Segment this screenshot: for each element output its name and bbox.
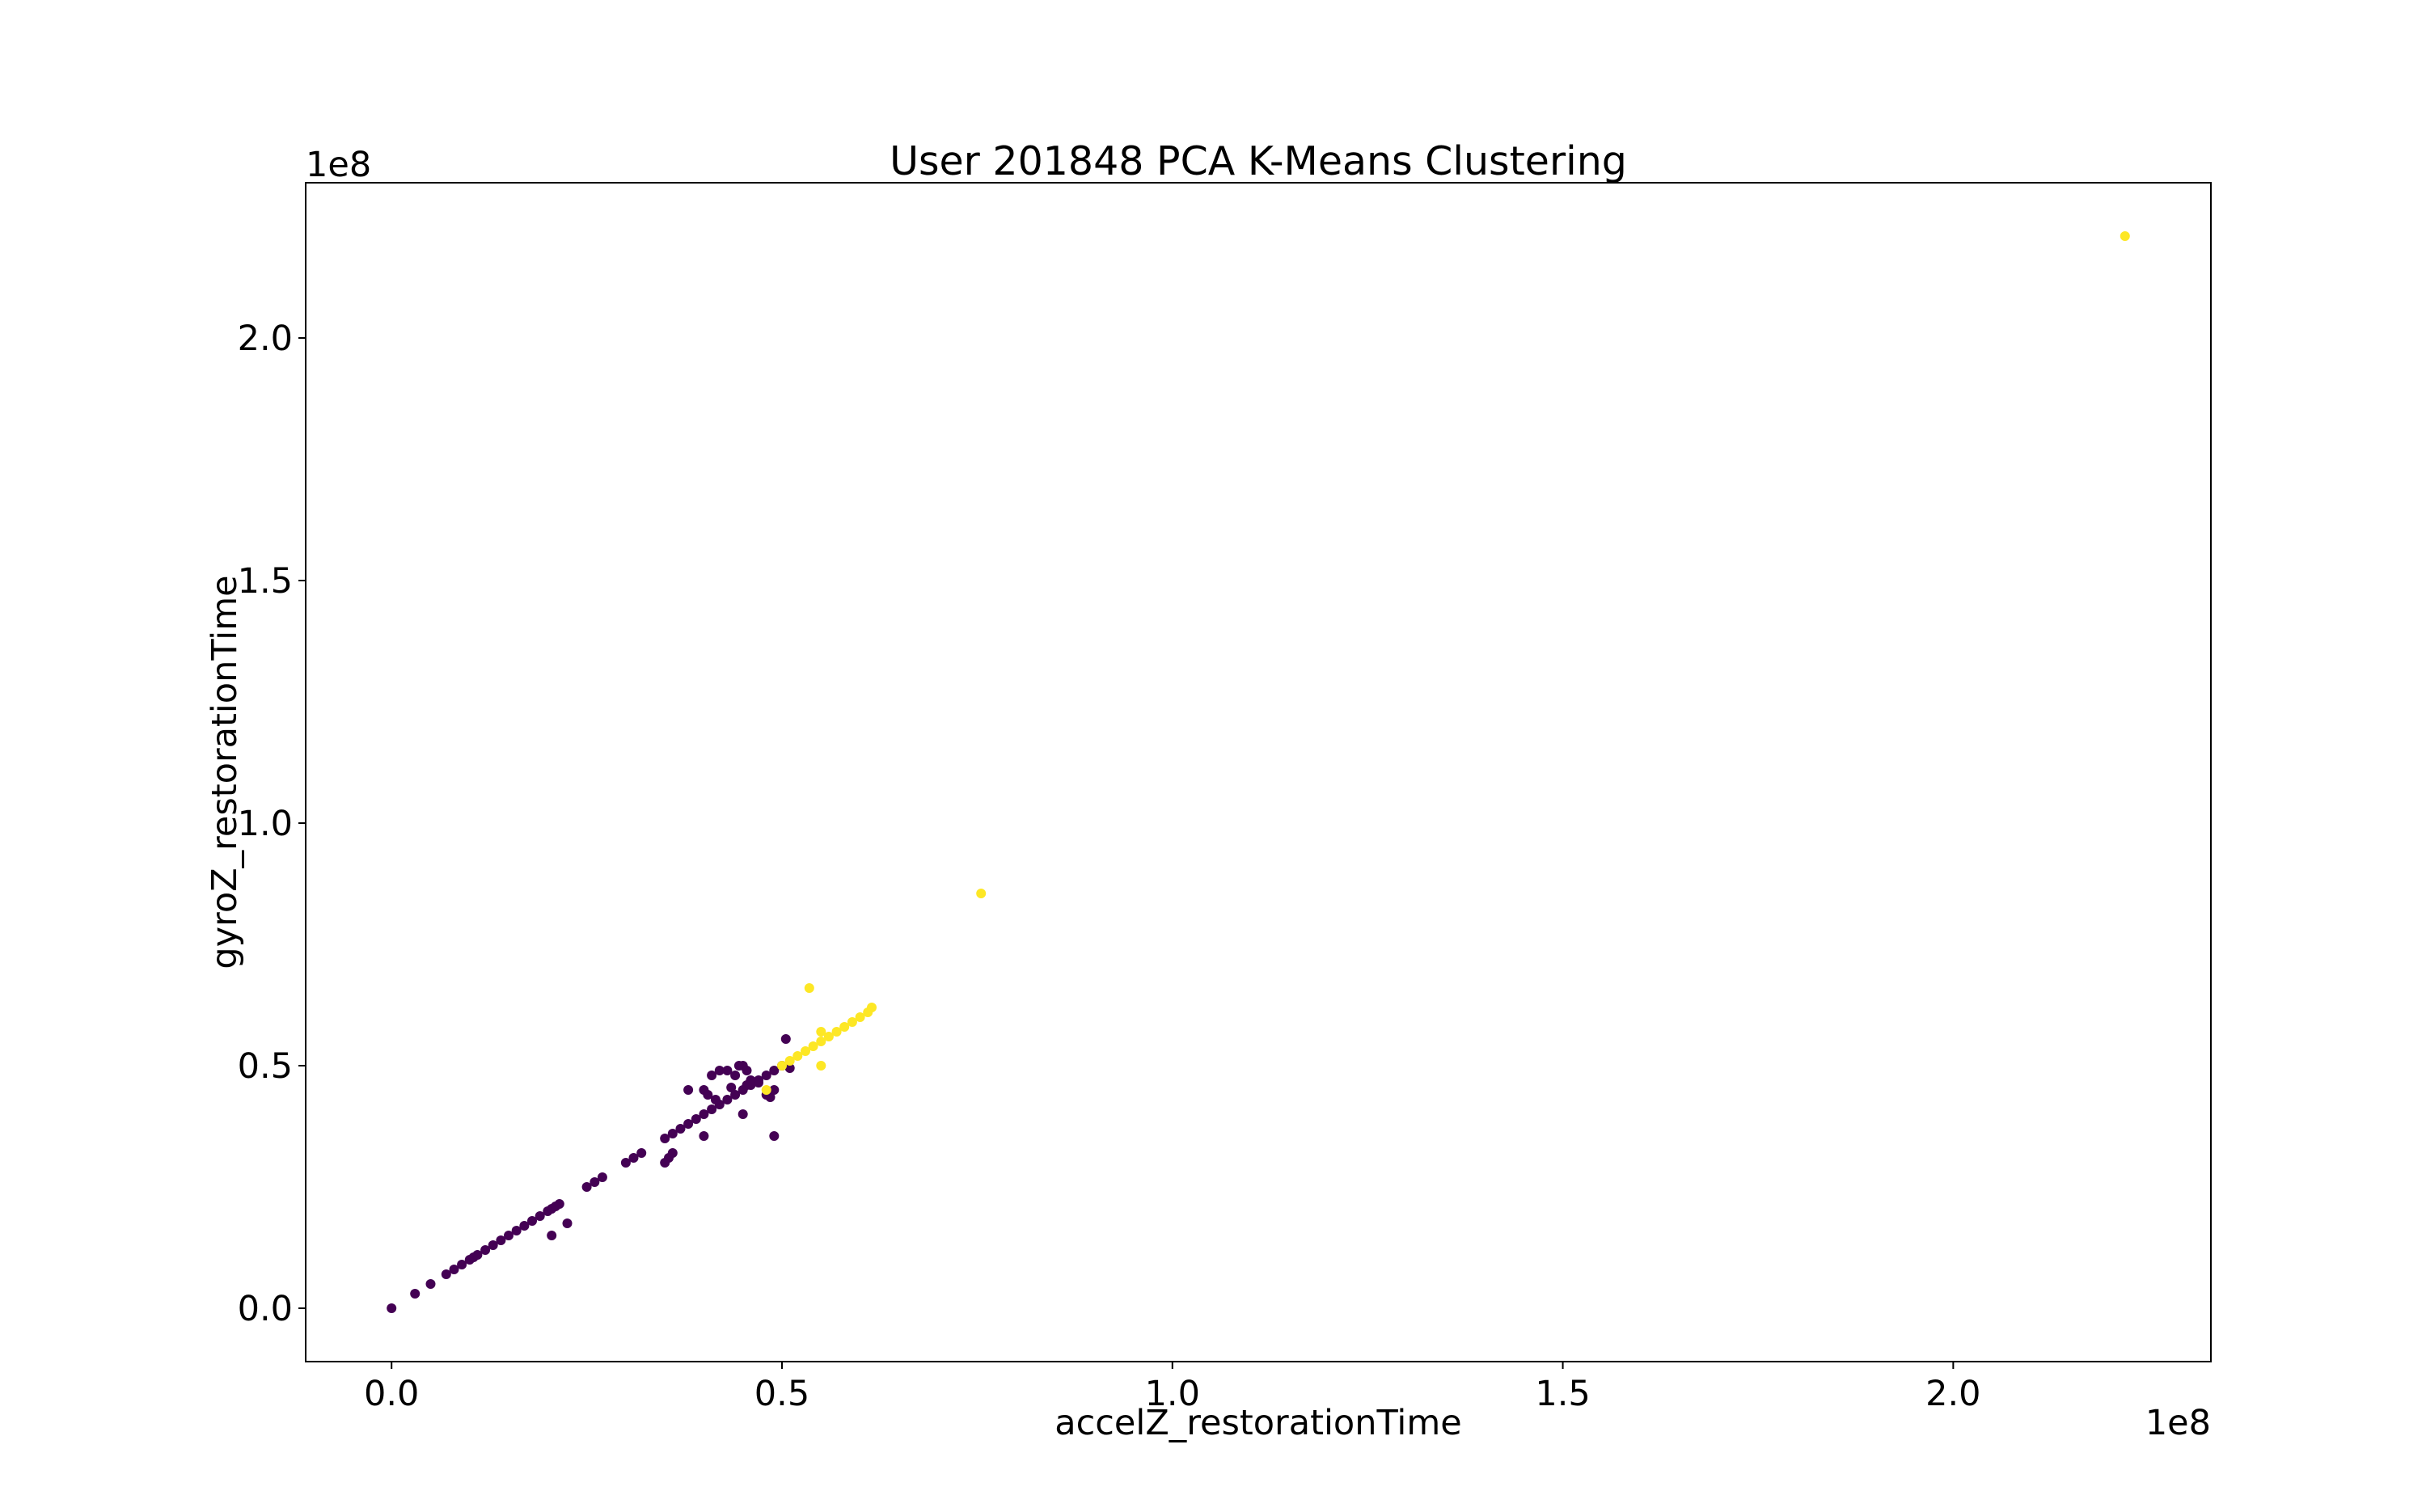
data-point (730, 1090, 741, 1100)
data-point (769, 1066, 780, 1075)
data-point (831, 1027, 842, 1037)
y-tick-label: 2.0 (238, 319, 293, 359)
data-point (457, 1260, 467, 1269)
data-point (808, 1041, 818, 1051)
data-point (667, 1148, 678, 1158)
x-axis-label: accelZ_restorationTime (1055, 1403, 1461, 1443)
data-point (761, 1085, 771, 1095)
data-point (691, 1114, 701, 1124)
data-points (387, 231, 2130, 1313)
data-point (660, 1134, 670, 1143)
data-point (816, 1061, 826, 1071)
data-point (660, 1158, 670, 1168)
data-point (511, 1226, 522, 1235)
y-tick-label: 0.5 (238, 1046, 293, 1087)
chart-title: User 201848 PCA K-Means Clustering (890, 138, 1627, 184)
data-point (636, 1148, 647, 1158)
data-point (742, 1066, 752, 1075)
x-axis-ticks: 0.0 0.5 1.0 1.5 2.0 (364, 1362, 1981, 1414)
data-point (722, 1095, 733, 1104)
data-point (425, 1279, 436, 1289)
data-point (707, 1071, 717, 1080)
x-tick-label: 1.5 (1535, 1374, 1590, 1414)
y-tick-label: 0.0 (238, 1289, 293, 1329)
data-point (777, 1061, 787, 1071)
x-tick-label: 2.0 (1925, 1374, 1980, 1414)
data-point (441, 1269, 451, 1279)
data-point (707, 1104, 717, 1114)
data-point (714, 1066, 725, 1075)
data-point (472, 1250, 483, 1260)
y-tick-label: 1.0 (238, 804, 293, 844)
data-point (519, 1221, 530, 1231)
plot-area-frame (305, 182, 2212, 1362)
data-point (801, 1046, 810, 1056)
data-point (761, 1071, 771, 1080)
data-point (667, 1129, 678, 1138)
data-point (504, 1231, 514, 1240)
data-point (976, 889, 987, 898)
data-point (449, 1265, 459, 1274)
data-point (699, 1109, 709, 1119)
data-point (562, 1218, 573, 1228)
data-point (527, 1216, 537, 1226)
data-point (628, 1153, 639, 1163)
data-point (554, 1199, 564, 1209)
data-point (480, 1245, 491, 1255)
data-point (754, 1078, 763, 1088)
data-point (816, 1027, 826, 1037)
data-point (683, 1119, 694, 1129)
data-point (855, 1012, 865, 1022)
data-point (488, 1240, 498, 1250)
data-point (730, 1071, 741, 1080)
data-point (620, 1158, 631, 1168)
data-point (867, 1003, 877, 1012)
data-point (2120, 231, 2130, 241)
data-point (784, 1063, 795, 1073)
data-point (823, 1032, 834, 1041)
data-point (804, 983, 814, 993)
data-point (496, 1235, 506, 1245)
data-point (792, 1051, 803, 1061)
data-point (387, 1303, 397, 1313)
data-point (847, 1017, 857, 1027)
data-point (675, 1124, 686, 1134)
data-point (410, 1289, 421, 1299)
data-point (742, 1080, 752, 1090)
data-point (683, 1085, 694, 1095)
y-axis-offset-text: 1e8 (306, 145, 371, 185)
data-point (816, 1037, 826, 1046)
data-point (590, 1177, 600, 1187)
data-point (547, 1231, 557, 1240)
data-point (765, 1092, 776, 1102)
data-point (703, 1090, 713, 1100)
data-point (726, 1083, 737, 1092)
data-point (699, 1131, 709, 1141)
data-point (784, 1056, 795, 1066)
data-point (769, 1085, 780, 1095)
y-tick-label: 1.5 (238, 561, 293, 602)
data-point (839, 1022, 850, 1032)
data-point (780, 1034, 791, 1044)
x-axis-offset-text: 1e8 (2145, 1403, 2211, 1443)
data-point (581, 1182, 592, 1192)
x-tick-label: 0.5 (754, 1374, 809, 1414)
y-axis-label: gyroZ_restorationTime (205, 575, 245, 969)
data-point (535, 1211, 545, 1221)
data-point (597, 1172, 607, 1182)
y-axis-ticks: 0.0 0.5 1.0 1.5 2.0 (238, 319, 306, 1329)
data-point (769, 1131, 780, 1141)
x-tick-label: 1.0 (1145, 1374, 1200, 1414)
data-point (710, 1095, 721, 1104)
x-tick-label: 0.0 (364, 1374, 419, 1414)
data-point (722, 1066, 733, 1075)
data-point (738, 1109, 748, 1119)
